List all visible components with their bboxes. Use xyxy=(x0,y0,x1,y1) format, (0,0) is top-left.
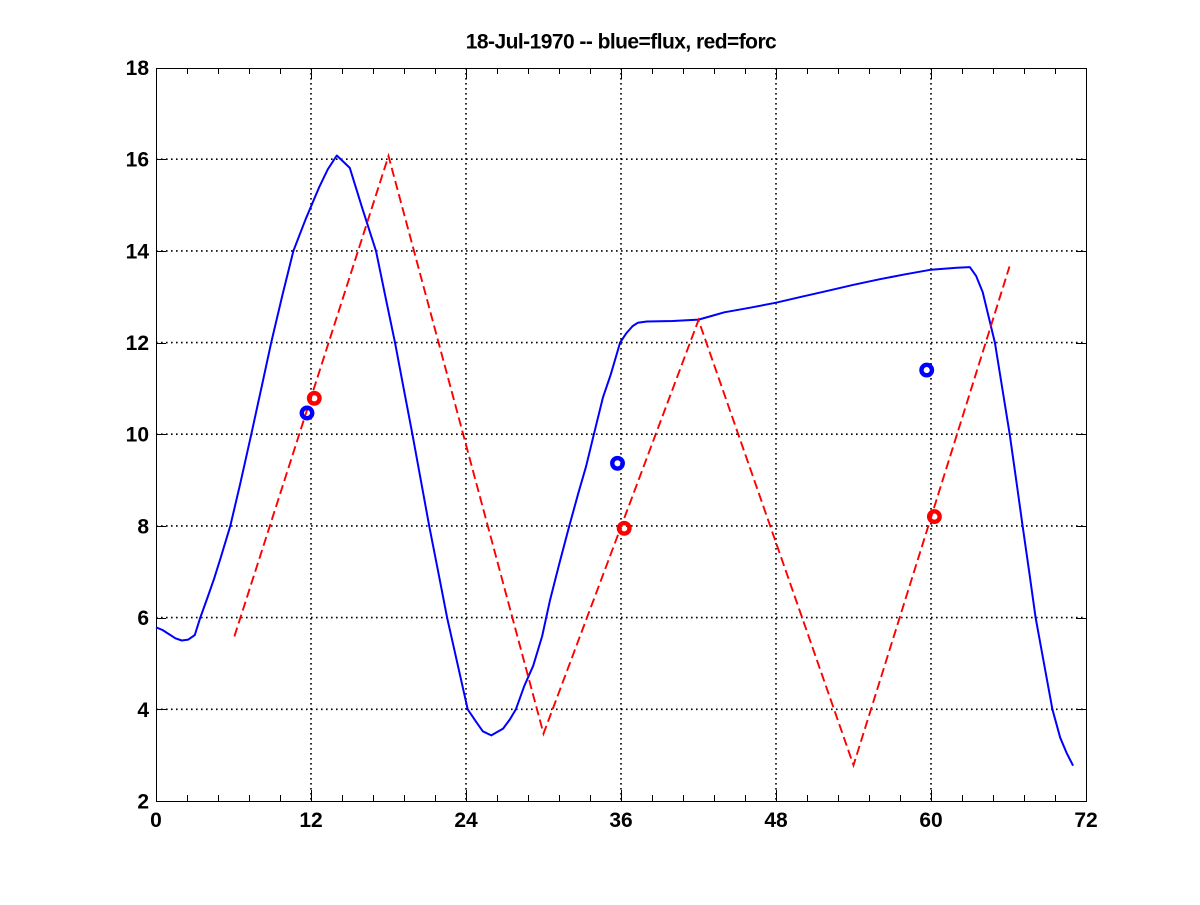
svg-text:60: 60 xyxy=(919,809,942,832)
svg-text:36: 36 xyxy=(609,809,632,832)
svg-text:2: 2 xyxy=(137,791,149,814)
svg-text:72: 72 xyxy=(1074,809,1097,832)
svg-text:18-Jul-1970 -- blue=flux, red=: 18-Jul-1970 -- blue=flux, red=forc xyxy=(466,31,777,54)
svg-text:16: 16 xyxy=(126,149,149,172)
svg-text:14: 14 xyxy=(126,240,150,263)
svg-text:0: 0 xyxy=(150,809,162,832)
svg-text:12: 12 xyxy=(126,332,149,355)
svg-text:12: 12 xyxy=(299,809,322,832)
svg-text:4: 4 xyxy=(137,699,149,722)
svg-text:6: 6 xyxy=(137,607,149,630)
svg-text:48: 48 xyxy=(764,809,788,832)
svg-text:10: 10 xyxy=(126,424,149,447)
svg-text:24: 24 xyxy=(454,809,478,832)
svg-text:8: 8 xyxy=(137,515,149,538)
svg-text:18: 18 xyxy=(126,57,150,80)
